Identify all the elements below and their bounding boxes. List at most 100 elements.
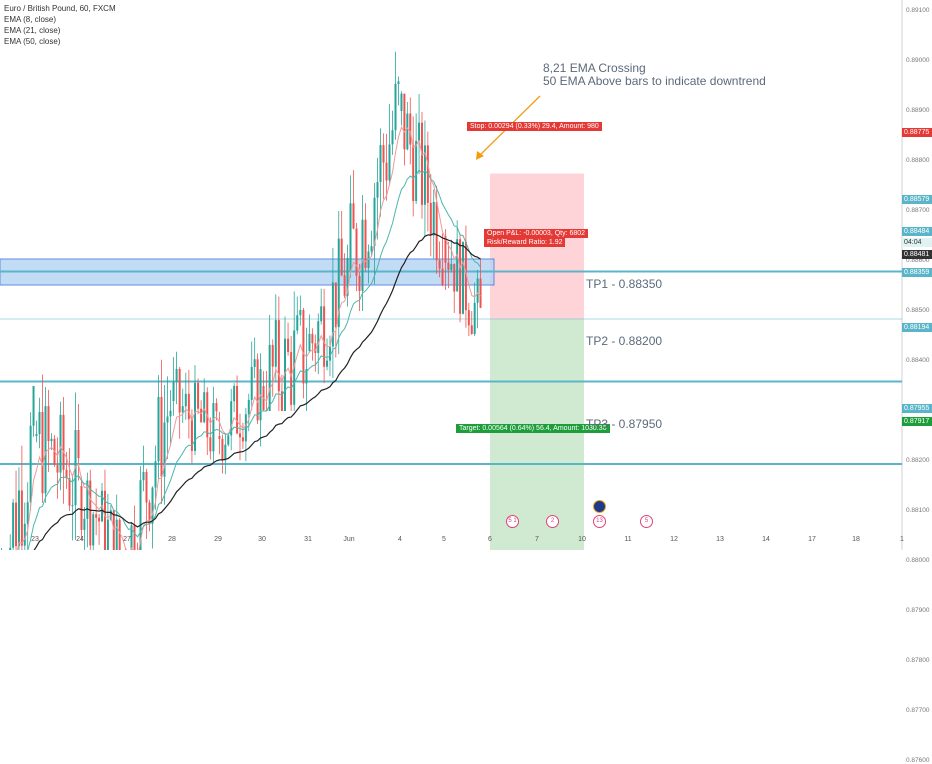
candle-body (464, 241, 467, 311)
candle-body (247, 399, 250, 415)
indicator-ema8-label[interactable]: EMA (8, close) (4, 15, 57, 24)
candle-body (432, 201, 435, 236)
candle-body (340, 238, 343, 276)
y-tick-label: 0.88100 (906, 507, 930, 514)
candle-body (305, 368, 308, 384)
candle-body (423, 145, 426, 205)
candle-body (476, 278, 479, 303)
candle-body (148, 502, 151, 524)
candle-body (221, 438, 224, 461)
event-marker-3[interactable]: 13 (593, 515, 606, 528)
candle-body (236, 385, 239, 434)
x-tick-label: 13 (716, 536, 724, 543)
candle-body (409, 113, 412, 145)
target-label[interactable]: Target: 0.00564 (0.64%) 56.4, Amount: 10… (456, 424, 610, 433)
candle-body (331, 282, 334, 347)
candle-body (274, 320, 277, 367)
x-tick-label: 14 (762, 536, 770, 543)
x-tick-label: 6 (488, 536, 492, 543)
candle-body (441, 268, 444, 286)
candle-body (317, 321, 320, 353)
candle-body (172, 381, 175, 401)
candle-body (9, 547, 12, 550)
x-tick-label: 31 (304, 536, 312, 543)
annotation-line-1[interactable]: 8,21 EMA Crossing (543, 61, 646, 75)
candle-body (364, 219, 367, 268)
candle-body (250, 366, 253, 400)
candle-body (334, 282, 337, 328)
candle-body (118, 519, 121, 550)
candle-body (268, 344, 271, 411)
candle-body (435, 201, 438, 261)
candle-body (412, 144, 415, 201)
candle-body (346, 257, 349, 296)
candle-body (215, 403, 218, 412)
last-price-tag: 0.88484 (902, 227, 932, 236)
candle-body (479, 278, 482, 308)
candle-body (163, 422, 166, 477)
candle-body (83, 518, 86, 530)
x-tick-label: 5 (442, 536, 446, 543)
x-tick-label: 11 (624, 536, 632, 543)
candle-body (218, 436, 221, 439)
y-tick-label: 0.87900 (906, 607, 930, 614)
y-tick-label: 0.87800 (906, 657, 930, 664)
x-tick-label: 17 (808, 536, 816, 543)
candle-body (290, 352, 293, 405)
candle-body (227, 435, 230, 445)
candle-body (65, 469, 68, 479)
candle-body (400, 93, 403, 111)
candle-body (17, 490, 20, 547)
candle-body (59, 414, 62, 473)
x-tick-label: 24 (76, 536, 84, 543)
candle-body (320, 306, 323, 322)
indicator-ema50-label[interactable]: EMA (50, close) (4, 37, 61, 46)
x-tick-label: 12 (670, 536, 678, 543)
price-chart[interactable] (0, 0, 932, 550)
y-tick-label: 0.88600 (906, 257, 930, 264)
candle-body (142, 472, 145, 481)
candle-body (284, 338, 286, 411)
candle-body (418, 122, 421, 141)
candle-body (184, 393, 187, 407)
x-tick-label: 28 (168, 536, 176, 543)
tp2-label: TP2 - 0.88200 (586, 334, 663, 348)
candle-body (151, 487, 154, 524)
candle-body (302, 310, 305, 384)
candle-body (130, 525, 133, 550)
event-marker-flag[interactable] (593, 500, 606, 513)
candle-body (382, 145, 385, 163)
candle-body (23, 523, 26, 546)
candle-body (343, 275, 346, 296)
tp3-label: TP3 - 0.87950 (586, 417, 663, 431)
candle-body (29, 425, 32, 503)
risk-reward-label[interactable]: Risk/Reward Ratio: 1.92 (484, 238, 566, 247)
candle-body (160, 396, 163, 477)
annotation-line-2[interactable]: 50 EMA Above bars to indicate downtrend (543, 74, 766, 88)
candle-body (35, 434, 38, 436)
bid-price-tag: 0.88481 (902, 250, 932, 259)
candle-body (77, 429, 80, 459)
event-marker-2[interactable]: 2 (546, 515, 559, 528)
candle-body (388, 144, 391, 181)
ema-8-line (16, 125, 481, 550)
candle-body (145, 472, 148, 503)
candle-body (467, 310, 470, 326)
candle-body (44, 406, 47, 494)
stop-label[interactable]: Stop: 0.00294 (0.33%) 29.4, Amount: 980 (467, 122, 602, 131)
candle-body (277, 320, 280, 392)
candle-body (98, 517, 101, 522)
event-marker-1[interactable]: 5 1 (506, 515, 519, 528)
x-tick-label: 1 (900, 536, 904, 543)
y-tick-label: 0.87700 (906, 707, 930, 714)
open-pnl-label[interactable]: Open P&L: -0.00003, Qty: 6802 (484, 229, 589, 238)
candle-body (38, 411, 41, 435)
indicator-ema21-label[interactable]: EMA (21, close) (4, 26, 61, 35)
tp1-price-tag: 0.88359 (902, 268, 932, 277)
candle-body (169, 410, 172, 417)
candle-body (56, 464, 59, 473)
candle-body (296, 315, 299, 331)
event-marker-4[interactable]: 5 (640, 515, 653, 528)
candle-body (397, 81, 400, 85)
